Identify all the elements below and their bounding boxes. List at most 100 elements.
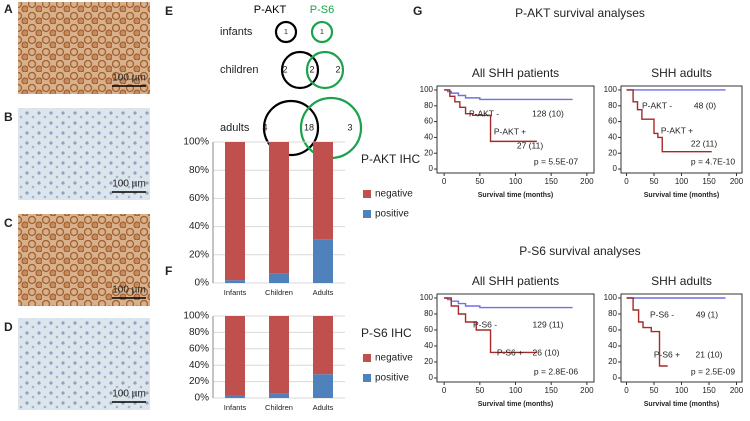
- ihc-image: [18, 108, 150, 200]
- x-tick-label: 150: [545, 386, 559, 395]
- annotation: P-AKT +: [494, 126, 526, 136]
- y-tick-label: 40%: [189, 221, 209, 232]
- bar-segment: [269, 316, 289, 394]
- y-tick-label: 80%: [189, 165, 209, 176]
- chart-title: SHH adults: [651, 66, 712, 80]
- y-tick-label: 100: [604, 293, 618, 302]
- panel-label: C: [4, 216, 13, 230]
- x-tick-label: Infants: [224, 403, 247, 412]
- x-tick-label: 200: [580, 177, 594, 186]
- annotation: P-S6 -: [650, 309, 674, 319]
- bar-segment: [225, 395, 245, 398]
- annotation: P-AKT -: [469, 108, 499, 118]
- legend-swatch: [363, 190, 371, 198]
- chart-title: P-S6 IHC: [361, 326, 412, 340]
- legend-swatch: [363, 210, 371, 218]
- venn-count: 1: [320, 29, 324, 36]
- venn-circle: [310, 20, 334, 44]
- annotation: 22 (11): [691, 138, 717, 148]
- annotation: p = 2.5E-09: [691, 366, 735, 376]
- y-tick-label: 40: [608, 133, 617, 142]
- bar-segment: [313, 374, 333, 398]
- y-tick-label: 40: [424, 133, 433, 142]
- y-tick-label: 20: [424, 148, 433, 157]
- bar-segment: [269, 273, 289, 283]
- y-tick-label: 80: [608, 309, 617, 318]
- x-tick-label: Children: [265, 403, 293, 412]
- y-tick-label: 80: [424, 309, 433, 318]
- x-axis-label: Survival time (months): [644, 401, 719, 408]
- x-tick-label: 200: [580, 386, 594, 395]
- y-tick-label: 40: [608, 341, 617, 350]
- venn-row-label: infants: [220, 26, 253, 38]
- y-tick-label: 0: [429, 373, 434, 382]
- venn-count: 2: [309, 64, 314, 74]
- annotation: P-S6 +: [497, 347, 523, 357]
- annotation: P-AKT +: [661, 125, 693, 135]
- y-tick-label: 60%: [189, 343, 209, 354]
- venn-circle: [262, 99, 320, 157]
- annotation: p = 4.7E-10: [691, 156, 735, 166]
- survival-curve: [626, 297, 668, 367]
- x-axis-label: Survival time (months): [644, 192, 719, 199]
- x-tick-label: 100: [509, 386, 523, 395]
- y-tick-label: 20%: [189, 249, 209, 260]
- x-tick-label: Adults: [313, 403, 334, 412]
- annotation: p = 2.8E-06: [534, 366, 578, 376]
- annotation: 48 (0): [694, 100, 716, 110]
- scale-label: 100 µm: [112, 389, 146, 400]
- y-tick-label: 100%: [183, 311, 209, 322]
- x-tick-label: 50: [650, 177, 659, 186]
- venn-circle: [274, 20, 298, 44]
- y-tick-label: 60: [424, 325, 433, 334]
- x-tick-label: 100: [675, 177, 689, 186]
- x-axis-label: Survival time (months): [478, 192, 553, 199]
- venn-header: P-S6: [310, 4, 334, 16]
- y-tick-label: 20: [608, 357, 617, 366]
- y-tick-label: 40: [424, 341, 433, 350]
- survival-curve: [626, 89, 712, 153]
- y-tick-label: 60: [608, 117, 617, 126]
- bar-segment: [225, 142, 245, 281]
- bar-segment: [225, 280, 245, 283]
- survival-curve: [444, 297, 573, 309]
- venn-circle: [305, 50, 345, 90]
- panel-label: A: [4, 2, 13, 16]
- y-tick-label: 0%: [195, 278, 210, 289]
- x-tick-label: 200: [730, 386, 744, 395]
- bar-segment: [225, 316, 245, 396]
- charts: 0%20%40%60%80%100%Infants Children AdultsP…: [183, 66, 743, 412]
- panel-label: G: [413, 4, 422, 18]
- bar-segment: [313, 316, 333, 375]
- annotation: P-AKT -: [642, 100, 672, 110]
- y-tick-label: 60: [424, 117, 433, 126]
- panel-label: B: [4, 110, 13, 124]
- panel-label: F: [165, 264, 172, 278]
- x-tick-label: 0: [442, 177, 447, 186]
- ihc-image: [18, 2, 150, 94]
- annotation: 26 (10): [533, 347, 560, 357]
- annotation: 129 (11): [532, 319, 563, 329]
- bar-segment: [269, 393, 289, 398]
- venn-count: 2: [282, 64, 287, 74]
- y-tick-label: 20%: [189, 376, 209, 387]
- survival-curve: [444, 89, 537, 143]
- venn-count: 1: [284, 29, 288, 36]
- annotation: P-S6 +: [654, 349, 680, 359]
- y-tick-label: 100: [604, 85, 618, 94]
- y-tick-label: 0: [429, 164, 434, 173]
- x-tick-label: 0: [624, 177, 629, 186]
- x-tick-label: 0: [624, 386, 629, 395]
- venn-header: P-AKT: [254, 4, 287, 16]
- chart-title: SHH adults: [651, 274, 712, 288]
- chart-title: P-AKT IHC: [361, 152, 420, 166]
- y-tick-label: 0%: [195, 393, 210, 404]
- annotation: 49 (1): [696, 309, 718, 319]
- ihc-image: [18, 214, 150, 306]
- bar-segment: [269, 142, 289, 274]
- annotation: 27 (11): [517, 140, 543, 150]
- chart-title: All SHH patients: [472, 66, 559, 80]
- panel-label: E: [165, 4, 173, 18]
